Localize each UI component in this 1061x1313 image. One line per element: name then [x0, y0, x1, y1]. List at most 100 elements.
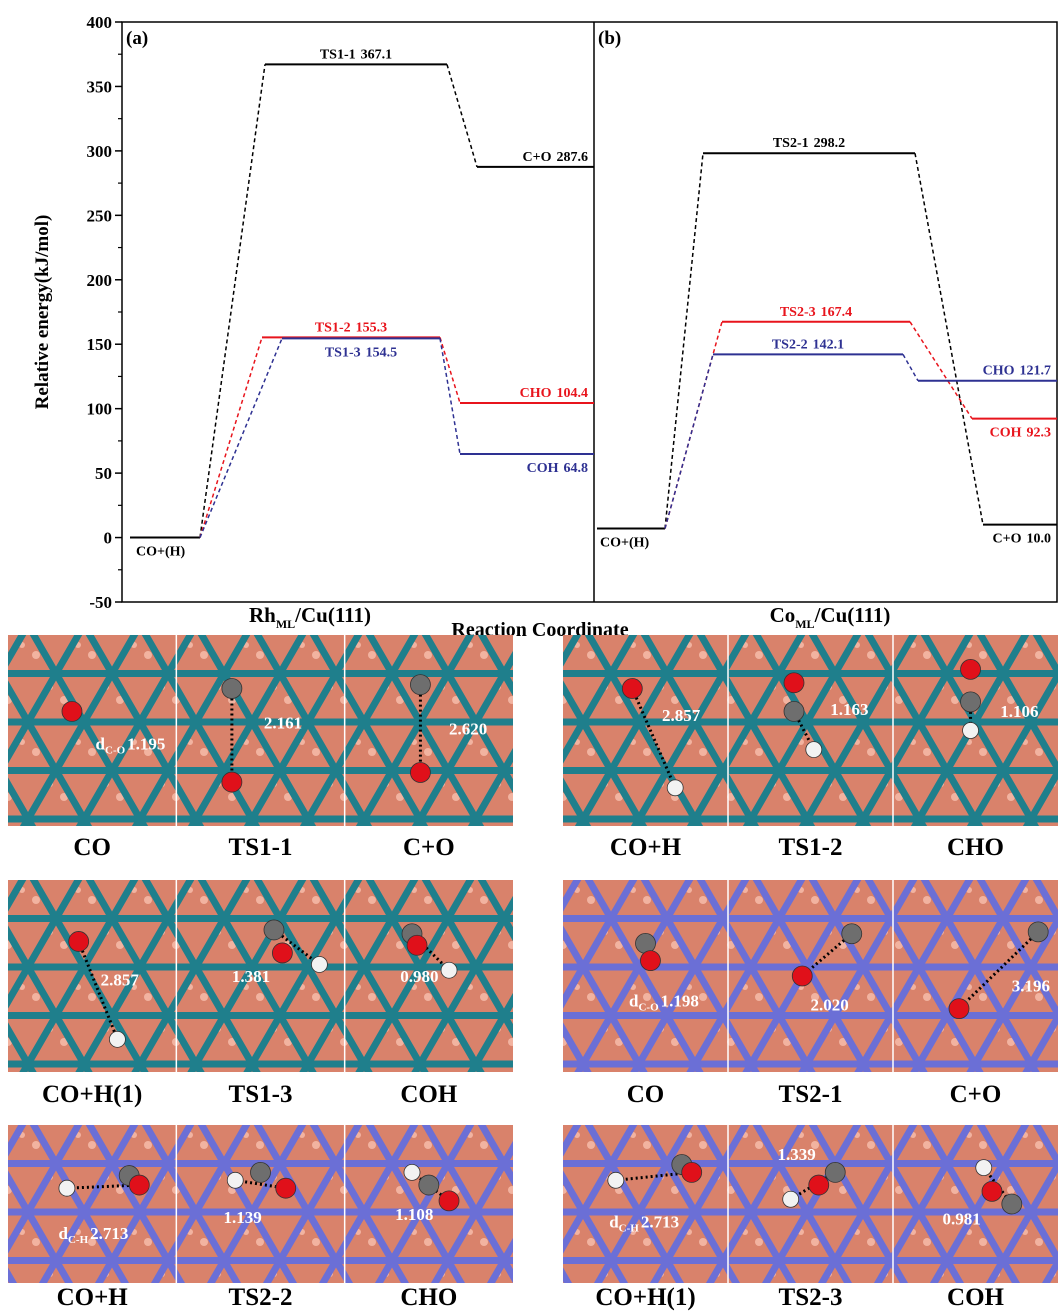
adsorbate-atom [251, 1162, 271, 1182]
structure-image [176, 1125, 344, 1283]
structure-image [563, 635, 728, 826]
distance-label: 0.980 [400, 967, 438, 986]
adsorbate-atom [809, 1175, 829, 1195]
adsorbate-atom [1002, 1194, 1022, 1214]
adsorbate-atom [640, 951, 660, 971]
distance-value: 1.381 [232, 967, 270, 986]
connector [200, 337, 262, 537]
adsorbate-atom [404, 1164, 420, 1180]
y-tick-label: 350 [87, 77, 113, 96]
adsorbate-atom [264, 920, 284, 940]
structure-caption: CO+H [57, 1284, 129, 1311]
distance-subscript: C-H [619, 1223, 640, 1235]
structure-caption: CO+H(1) [595, 1284, 695, 1311]
state-name: TS2-3 [780, 305, 816, 320]
distance-value: 2.020 [811, 996, 849, 1015]
adsorbate-atom [410, 675, 430, 695]
distance-value: 1.198 [661, 992, 699, 1011]
adsorbate-atom [636, 933, 656, 953]
state-value: 155.3 [356, 320, 388, 335]
name-sub: ML [795, 617, 814, 631]
name-main: Co [770, 603, 796, 627]
adsorbate-atom [222, 678, 242, 698]
adsorbate-atom [410, 763, 430, 783]
state-value: 92.3 [1027, 426, 1052, 441]
structure-caption: TS1-3 [229, 1081, 293, 1108]
y-tick-label: 100 [87, 400, 113, 419]
y-tick-label: 250 [87, 206, 113, 225]
distance-value: 2.161 [264, 714, 302, 733]
state-name: TS2-1 [773, 136, 809, 151]
state-name: TS1-3 [325, 345, 361, 360]
distance-label: 3.196 [1012, 976, 1050, 995]
distance-value: 0.981 [943, 1210, 981, 1229]
adsorbate-atom [842, 924, 862, 944]
level-name: CO+(H) [136, 545, 186, 560]
structure-image [8, 880, 176, 1072]
adsorbate-atom [784, 701, 804, 721]
adsorbate-atom [806, 742, 822, 758]
distance-label: 1.339 [778, 1145, 816, 1164]
y-tick-label: 50 [95, 464, 112, 483]
adsorbate-atom [982, 1181, 1002, 1201]
structure-image [728, 635, 893, 826]
panel-label: (b) [598, 28, 621, 49]
state-name: CHO [983, 364, 1015, 379]
connector [200, 64, 265, 537]
distance-value: 1.139 [223, 1208, 261, 1227]
adsorbate-atom [69, 931, 89, 951]
y-tick-label: 150 [87, 335, 113, 354]
state-name: C+O [993, 532, 1022, 547]
structure-image [8, 635, 176, 826]
distance-value: 1.163 [830, 700, 868, 719]
connector [440, 337, 460, 403]
distance-subscript: C-O [105, 745, 126, 757]
distance-value: 3.196 [1012, 976, 1050, 995]
distance-label: 0.981 [943, 1210, 981, 1229]
connector [665, 153, 703, 528]
adsorbate-atom [441, 962, 457, 978]
structure-caption: CHO [400, 1284, 457, 1311]
distance-label: 2.857 [101, 971, 140, 990]
state-value: 121.7 [1020, 364, 1052, 379]
state-name: COH [527, 461, 559, 476]
distance-subscript: C-H [68, 1234, 89, 1246]
y-tick-label: -50 [89, 593, 112, 612]
adsorbate-atom [129, 1175, 149, 1195]
level-label: C+O 10.0 [993, 532, 1051, 547]
state-name: COH [990, 426, 1022, 441]
adsorbate-atom [961, 659, 981, 679]
adsorbate-atom [439, 1191, 459, 1211]
distance-label: 1.106 [1000, 702, 1038, 721]
distance-label: 1.108 [395, 1205, 433, 1224]
adsorbate-atom [227, 1172, 243, 1188]
plot-frame [122, 22, 1057, 602]
structure-image [176, 635, 344, 826]
distance-value: 1.108 [395, 1205, 433, 1224]
adsorbate-atom [608, 1172, 624, 1188]
distance-value: 0.980 [400, 967, 438, 986]
structure-caption: CHO [947, 834, 1004, 861]
adsorbate-atom [976, 1160, 992, 1176]
structure-caption: C+O [950, 1081, 1002, 1108]
distance-label: 2.020 [811, 996, 849, 1015]
adsorbate-atom [783, 1191, 799, 1207]
structure-caption: CO [73, 834, 111, 861]
state-value: 10.0 [1027, 532, 1052, 547]
adsorbate-atom [949, 999, 969, 1019]
distance-label: 1.163 [830, 700, 868, 719]
adsorbate-atom [276, 1178, 296, 1198]
state-value: 167.4 [821, 305, 853, 320]
connector [903, 354, 918, 380]
adsorbate-atom [622, 678, 642, 698]
state-value: 142.1 [813, 337, 845, 352]
panel-name: RhML/Cu(111) [249, 603, 371, 631]
adsorbate-atom [311, 956, 327, 972]
level-label: TS2-3 167.4 [780, 305, 852, 320]
y-tick-label: 300 [87, 142, 113, 161]
panel-label: (a) [126, 28, 148, 49]
